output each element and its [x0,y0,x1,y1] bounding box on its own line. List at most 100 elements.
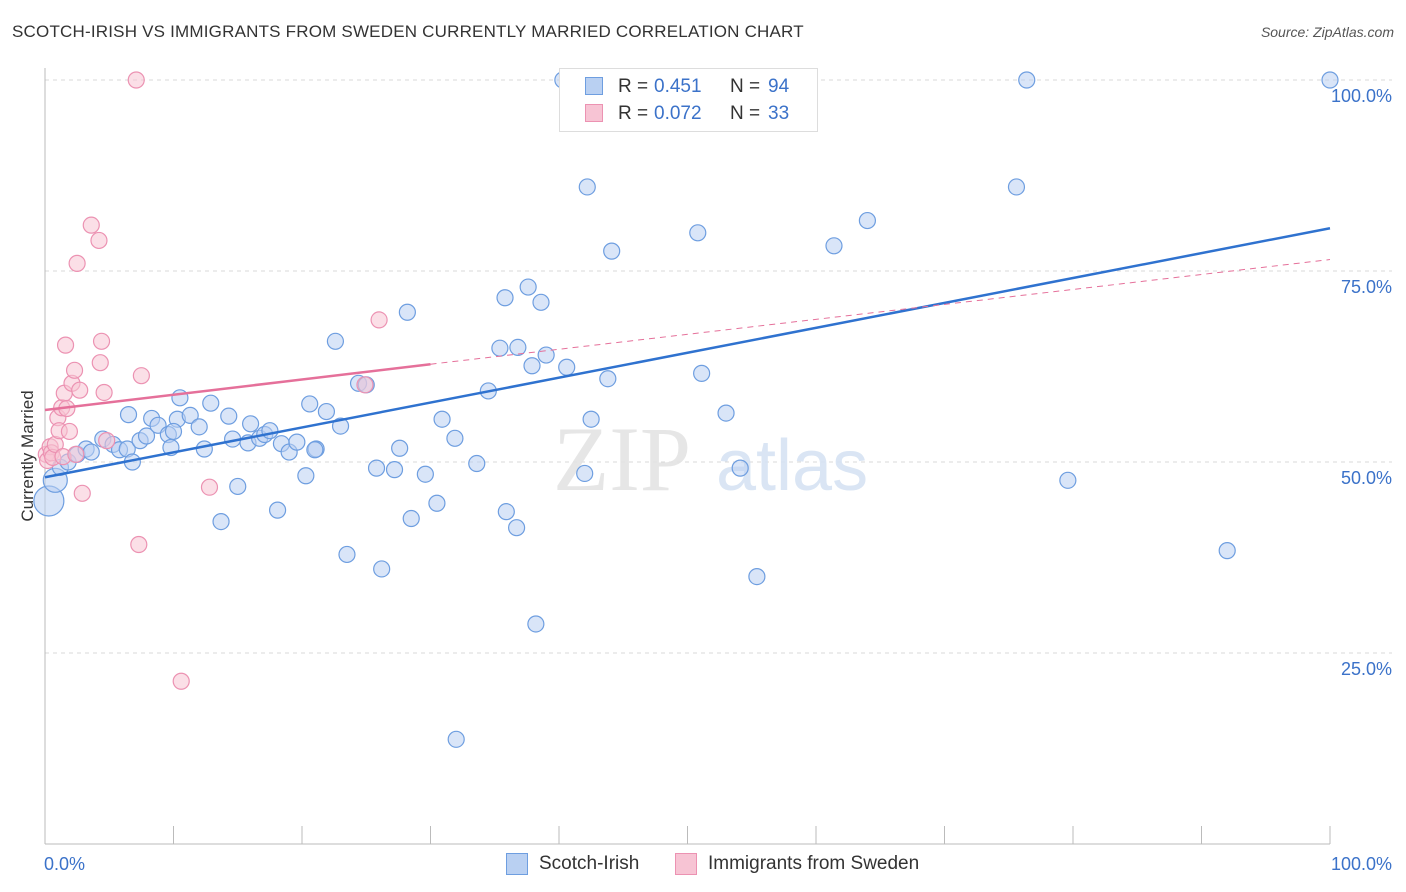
sweden-point [60,422,79,441]
grid-lines [45,79,1392,654]
sweden-point [98,432,116,450]
scotch-irish-point [428,494,446,512]
y-tick-label: 100.0% [1331,86,1392,106]
bottom-legend-swatch-pink [675,853,697,875]
scotch-irish-point [1059,471,1077,489]
scotch-irish-point [190,418,208,436]
scotch-irish-point [1007,178,1026,196]
sweden-point [356,376,374,394]
scotch-irish-point [338,545,356,564]
scotch-irish-point [603,242,621,260]
scotch-irish-point [578,178,596,196]
scotch-irish-point [82,443,100,461]
scotch-irish-point [367,459,386,477]
scotch-irish-point [689,224,707,242]
scotch-irish-point [398,303,416,321]
legend-r-label: R = [618,76,649,97]
bottom-legend-scotch-irish: Scotch-Irish [506,852,686,876]
scotch-irish-point [491,339,509,357]
y-tick-label: 50.0% [1341,468,1392,488]
y-axis-title: Currently Married [18,390,37,522]
sweden-point [91,354,109,372]
scotch-irish-point [385,461,404,479]
scotch-irish-point [306,441,324,459]
sweden-point [65,361,84,379]
legend-r-label: R = [618,103,649,124]
sweden-point [132,367,150,385]
sweden-point [172,672,190,690]
scotch-irish-point [532,293,550,311]
legend-r-value: 0.072 [654,103,702,124]
scotch-irish-point [195,440,213,458]
sweden-point [90,231,108,250]
scotch-irish-point [558,358,576,376]
sweden-point [82,216,100,234]
bottom-legend-label: Immigrants from Sweden [708,853,920,874]
scotch-irish-point [202,394,220,412]
scotch-irish-point [858,211,877,230]
scotch-irish-point [527,615,545,633]
scotch-irish-point [446,429,464,447]
scotch-irish-point [693,364,711,382]
scotch-irish-point [326,332,345,350]
sweden-point [68,254,86,272]
watermark: ZIP atlas [553,408,868,510]
scotch-irish-point [416,465,434,483]
legend-swatch-pink [585,104,603,122]
x-tick-label: 100.0% [1331,854,1392,874]
scotch-irish-point [599,370,617,388]
scotch-irish-point [519,278,537,296]
sweden-trend-line-extension [430,259,1331,365]
chart-title: SCOTCH-IRISH VS IMMIGRANTS FROM SWEDEN C… [12,22,804,41]
y-tick-label: 25.0% [1341,659,1392,679]
scotch-irish-point [523,357,541,375]
scotch-irish-point [288,433,306,451]
sweden-point [92,332,111,350]
scotch-irish-point [229,477,247,496]
scotch-irish-point [297,467,315,485]
scotch-irish-point [447,730,465,748]
scotch-irish-point [582,410,600,428]
x-tick-label: 0.0% [44,854,85,874]
sweden-point [95,383,113,402]
scotch-irish-point [825,237,843,255]
scotch-irish-point [731,459,749,477]
scotch-irish-point [537,346,555,364]
sweden-point [67,445,85,463]
bottom-legend-label: Scotch-Irish [539,853,640,874]
sweden-point [130,535,148,554]
source-label: Source: ZipAtlas.com [1260,24,1394,40]
scotch-irish-point [119,406,138,424]
legend-n-label: N = [730,103,761,124]
bottom-legend-sweden: Immigrants from Sweden [675,852,955,876]
watermark-zip: ZIP [553,408,691,510]
scotch-irish-point [1218,542,1236,560]
scotch-irish-point [402,509,420,528]
legend-n-label: N = [730,76,761,97]
scotch-irish-point [373,560,391,578]
scotch-irish-point [468,454,486,473]
scotch-irish-point [268,501,287,519]
tick-labels: 25.0% 50.0% 75.0% 100.0% 0.0% 100.0% [44,86,1392,874]
scotch-irish-point [164,422,183,441]
legend-n-value: 94 [768,76,790,97]
sweden-trend-line [44,362,431,412]
scotch-irish-point [331,417,350,435]
sweden-point [127,71,145,89]
sweden-point [73,484,91,502]
scotch-irish-point [1018,71,1036,89]
scotch-irish-point [181,406,199,424]
scotch-irish-point [748,567,766,586]
scotch-irish-point [261,422,279,440]
correlation-legend: R = 0.451 N = 94 R = 0.072 N = 33 [559,68,818,132]
legend-swatch-blue [585,77,603,95]
scotch-irish-point [509,338,527,356]
y-tick-label: 75.0% [1341,277,1392,297]
sweden-point [56,336,75,354]
legend-r-value: 0.451 [654,76,702,97]
scotch-irish-point [507,519,526,537]
scotch-irish-trend-line [44,226,1331,479]
scotch-irish-point [391,439,409,457]
scotch-irish-point [212,512,230,531]
scotch-irish-point [220,407,238,425]
